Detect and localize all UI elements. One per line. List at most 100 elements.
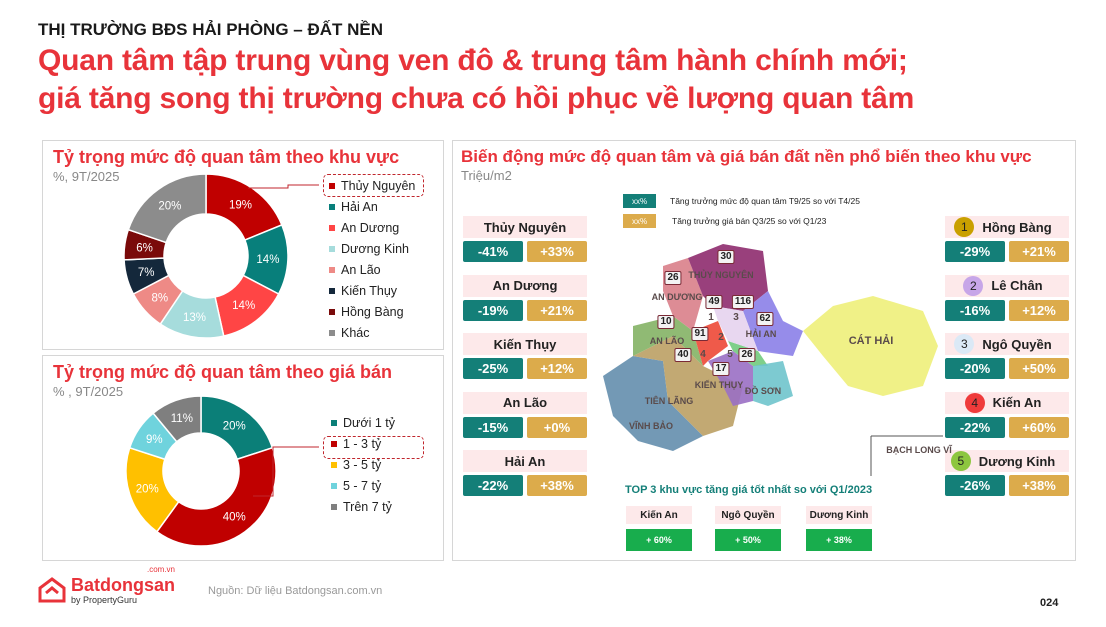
data-label: 13% — [183, 312, 206, 324]
map-region-center — [713, 306, 758, 351]
price-change: +38% — [527, 475, 587, 496]
interest-by-price-panel: Tỷ trọng mức độ quan tâm theo giá bán % … — [42, 355, 444, 561]
chart-subtitle: % , 9T/2025 — [53, 384, 124, 399]
area-name: Hải An — [463, 450, 587, 472]
price-pin: 17 — [712, 362, 730, 376]
district-number: 5 — [950, 451, 971, 471]
price-change: +21% — [527, 299, 587, 321]
legend-swatch-teal: xx% — [623, 194, 656, 208]
price-change: +21% — [1009, 241, 1069, 262]
legend-swatch — [329, 182, 335, 189]
data-label: 20% — [158, 201, 181, 213]
legend-swatch — [329, 245, 335, 252]
legend-item: 3 - 5 tỷ — [331, 454, 395, 475]
data-label: 9% — [146, 434, 163, 446]
highlight-arrow — [253, 446, 319, 497]
map-panel: Biến động mức độ quan tâm và giá bán đất… — [452, 140, 1076, 561]
legend-label: 5 - 7 tỷ — [343, 478, 382, 493]
price-pin: 26 — [664, 271, 682, 285]
map-district-number: 4 — [700, 349, 706, 360]
top3-value: + 60% — [626, 529, 692, 551]
legend-item: Dưới 1 tỷ — [331, 412, 395, 433]
data-label: 19% — [229, 200, 252, 212]
map-panel-subtitle: Triệu/m2 — [461, 168, 512, 183]
top3-value: + 38% — [806, 529, 872, 551]
donut-slice-1 — [155, 446, 277, 547]
interest-change: -20% — [945, 358, 1005, 379]
map-region-an-lao — [633, 316, 703, 366]
legend-label: Khác — [341, 325, 370, 340]
price-change: +0% — [527, 416, 587, 438]
district-number: 4 — [964, 392, 985, 413]
area-card: Thủy Nguyên -41% +33% — [463, 216, 587, 262]
data-label: 20% — [136, 483, 159, 495]
legend-swatch — [329, 329, 335, 336]
price-pin: 40 — [674, 348, 692, 362]
legend-swatch — [329, 287, 335, 294]
interest-change: -16% — [945, 299, 1005, 321]
map-district-number: 3 — [733, 312, 739, 323]
chart-title: Tỷ trọng mức độ quan tâm theo giá bán — [53, 362, 393, 382]
legend-label: Dương Kinh — [341, 241, 409, 256]
legend-text: Tăng trưởng giá bán Q3/25 so với Q1/23 — [672, 216, 827, 226]
area-name: An Lão — [463, 391, 587, 414]
top3-name: Kiến An — [626, 506, 692, 524]
top3-name: Dương Kinh — [806, 506, 872, 524]
district-number: 1 — [954, 217, 975, 237]
data-label: 20% — [223, 420, 246, 432]
top3-title: TOP 3 khu vực tăng giá tốt nhất so với Q… — [625, 484, 873, 496]
district-name: Hồng Bàng — [982, 219, 1052, 235]
legend-item: Dương Kinh — [329, 238, 415, 259]
map-district-label: CÁT HẢI — [848, 335, 894, 347]
interest-change: -26% — [945, 475, 1005, 496]
price-change: +50% — [1009, 358, 1069, 379]
legend-label: 1 - 3 tỷ — [343, 436, 382, 451]
price-change: +38% — [1009, 475, 1069, 496]
legend-swatch — [331, 461, 337, 468]
donut-slice-4 — [152, 395, 202, 443]
map-district-label: AN LÃO — [649, 336, 685, 346]
district-name: Ngô Quyền — [982, 336, 1052, 352]
interest-by-area-panel: Tỷ trọng mức độ quan tâm theo khu vực %,… — [42, 140, 444, 350]
top3-item: Dương Kinh + 38% — [806, 506, 872, 551]
highlight-box — [323, 174, 424, 197]
donut-chart-area: 20% 40% 20% 9% 11% — [125, 395, 319, 547]
legend-label: An Dương — [341, 220, 400, 235]
area-name: Thủy Nguyên — [463, 216, 587, 238]
chart-subtitle: %, 9T/2025 — [53, 169, 120, 184]
data-label: 11% — [171, 413, 193, 425]
district-name: Kiến An — [992, 395, 1042, 410]
interest-change: -19% — [463, 299, 523, 321]
map-district-label: HẢI AN — [745, 329, 777, 339]
legend: Dưới 1 tỷ 1 - 3 tỷ 3 - 5 tỷ 5 - 7 tỷ Trên 7 … — [331, 412, 395, 517]
map-district-label: TIÊN LÃNG — [644, 396, 694, 406]
price-pin: 30 — [717, 250, 735, 264]
legend-swatch — [329, 308, 335, 315]
chart-title: Tỷ trọng mức độ quan tâm theo khu vực — [53, 147, 400, 167]
map-region-cat-hai — [803, 296, 938, 396]
price-pin: 62 — [756, 312, 774, 326]
area-card: Hải An -22% +38% — [463, 450, 587, 496]
district-card: 4 Kiến An -22% +60% — [945, 391, 1069, 438]
legend-item: Hải An — [329, 196, 415, 217]
legend-label: Hải An — [341, 199, 378, 214]
legend: Thủy Nguyên Hải An An Dương Dương Kinh An Lã… — [329, 175, 415, 343]
interest-change: -25% — [463, 358, 523, 379]
data-label: 14% — [256, 254, 279, 266]
headline-line-2: giá tăng song thị trường chưa có hồi phụ… — [38, 82, 915, 115]
headline-line-1: Quan tâm tập trung vùng ven đô & trung t… — [38, 44, 908, 77]
top3-name: Ngô Quyền — [715, 506, 781, 524]
district-name: Lê Chân — [991, 278, 1043, 293]
kicker: THỊ TRƯỜNG BĐS HẢI PHÒNG – ĐẤT NỀN — [38, 20, 384, 39]
legend-text: Tăng trưởng mức độ quan tâm T9/25 so với… — [670, 196, 860, 206]
legend-item: An Lão — [329, 259, 415, 280]
brand-logo-icon — [38, 577, 66, 603]
map-district-number: 2 — [718, 332, 724, 343]
highlight-box — [323, 436, 424, 459]
map-district-label: KIẾN THỤY — [694, 380, 744, 390]
price-pin: 91 — [691, 327, 709, 341]
map-district-label: BẠCH LONG VĨ — [886, 445, 952, 455]
top3-item: Ngô Quyền + 50% — [715, 506, 781, 551]
data-label: 6% — [136, 242, 153, 254]
legend-label: Thủy Nguyên — [341, 178, 416, 193]
